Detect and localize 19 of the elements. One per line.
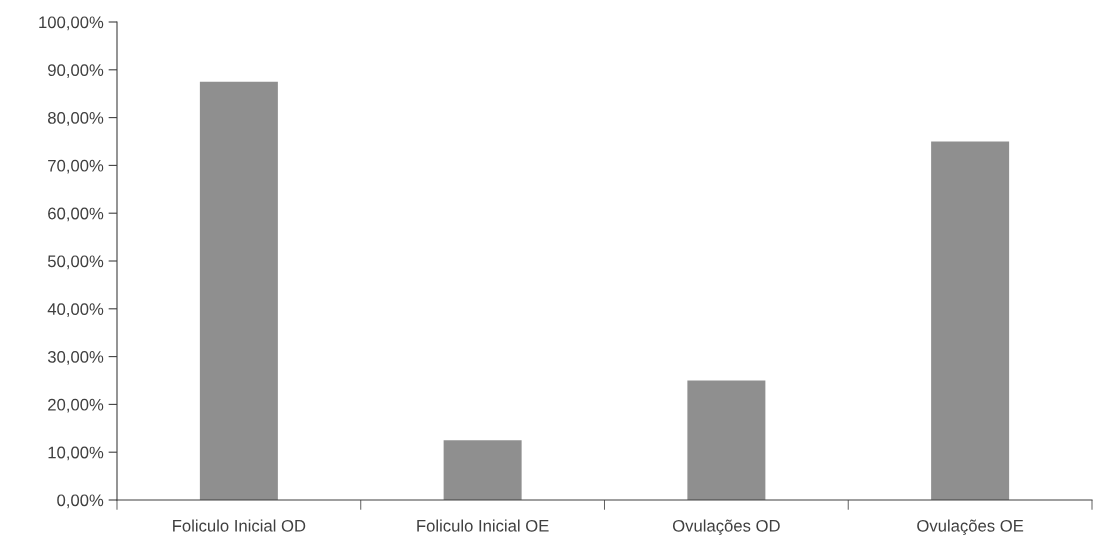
bar [931, 141, 1010, 500]
y-tick-label: 10,00% [48, 446, 104, 461]
x-tick-label: Foliculo Inicial OE [417, 519, 549, 532]
y-tick-label: 30,00% [47, 351, 104, 365]
y-tick-label: 50,00% [47, 255, 104, 270]
y-tick-label: 80,00% [48, 112, 104, 126]
bar [443, 440, 522, 500]
y-tick-label: 100,00% [39, 16, 104, 31]
y-tick-label: 60,00% [48, 207, 104, 222]
y-tick-label: 20,00% [48, 398, 104, 413]
bar [687, 380, 766, 500]
x-tick-label: Ovulações OD [672, 519, 780, 536]
y-tick-label: 0,00% [57, 494, 104, 509]
x-tick-label: Ovulações OE [917, 519, 1024, 536]
y-tick-label: 40,00% [47, 303, 104, 317]
y-tick-label: 70,00% [48, 159, 104, 174]
x-tick-label: Foliculo Inicial OD [173, 519, 306, 532]
bar [199, 81, 278, 500]
y-tick-label: 90,00% [48, 64, 104, 78]
